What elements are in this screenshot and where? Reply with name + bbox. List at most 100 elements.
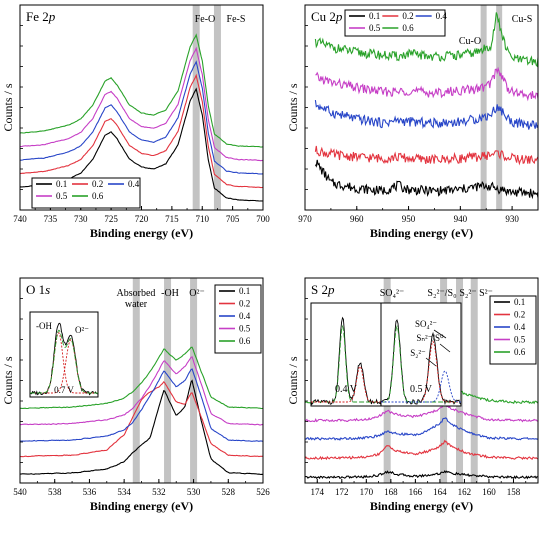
x-axis-label: Binding energy (eV) <box>90 499 193 513</box>
series-line-0.4 <box>304 417 539 441</box>
x-axis-label: Binding energy (eV) <box>370 226 473 240</box>
legend: 0.1 0.2 0.4 0.5 0.6 <box>344 9 447 37</box>
inset-frame <box>380 302 462 407</box>
x-tick-label: 735 <box>44 214 58 224</box>
legend-label-0.2: 0.2 <box>239 299 250 309</box>
panel-fe2p: 740 735 730 725 720 715 710 705 700 Binding energ… <box>1 4 270 240</box>
x-axis-label: Binding energy (eV) <box>370 499 473 513</box>
inset-label-04v: 0.4 V <box>335 384 358 395</box>
band-label-cu-s: Cu-S <box>512 14 533 25</box>
legend-label-0.2: 0.2 <box>514 310 525 320</box>
panel-title-italic: p <box>48 9 56 24</box>
series-line-0.1 <box>304 470 539 480</box>
legend-label-0.5: 0.5 <box>239 324 251 334</box>
x-tick-label: 740 <box>13 214 27 224</box>
band-label-s22-s0: S₂²⁻/S₀ <box>427 288 457 299</box>
x-tick-label: 528 <box>222 487 236 497</box>
band-label-water: water <box>125 299 148 310</box>
series-line-0.2 <box>19 380 264 458</box>
legend-label-0.1: 0.1 <box>56 179 67 189</box>
series-line-0.2 <box>304 439 539 461</box>
series-line-0.4 <box>314 100 539 130</box>
legend: 0.1 0.2 0.4 0.5 0.6 <box>489 295 537 365</box>
inset-o1s: -OH O²⁻ 0.7 V <box>29 311 99 398</box>
inset-s2p-04v: 0.4 V <box>310 302 382 407</box>
panel-title: Fe 2p <box>26 9 56 24</box>
legend-box <box>489 295 537 365</box>
panel-title: O 1s <box>26 282 50 297</box>
legend-label-0.5: 0.5 <box>369 23 381 33</box>
x-tick-label: 940 <box>454 214 468 224</box>
x-tick-label: 715 <box>165 214 179 224</box>
y-axis-label: Counts / s <box>286 83 300 131</box>
shaded-band <box>164 278 172 483</box>
panel-title: Cu 2p <box>311 9 343 24</box>
series-line-0.5 <box>19 46 264 162</box>
panel-title-main: Cu 2 <box>311 9 336 24</box>
panel-s2p: 174 172 170 168 166 164 162 160 158 Binding energ… <box>286 277 539 513</box>
x-tick-label: 168 <box>384 487 398 497</box>
x-tick-label: 162 <box>458 487 472 497</box>
band-label-fe-s: Fe-S <box>227 14 246 25</box>
legend-label-0.1: 0.1 <box>369 11 380 21</box>
band-label-fe-o: Fe-O <box>195 14 216 25</box>
legend-label-0.4: 0.4 <box>514 322 526 332</box>
legend-label-0.6: 0.6 <box>239 336 251 346</box>
shaded-band <box>190 278 198 483</box>
x-tick-label: 532 <box>152 487 166 497</box>
legend-label-0.6: 0.6 <box>92 191 104 201</box>
x-tick-label: 534 <box>117 487 131 497</box>
inset-label-o2: O²⁻ <box>75 325 89 335</box>
series-line-0.1 <box>314 159 539 200</box>
series-line-0.6 <box>314 12 539 68</box>
x-tick-label: 720 <box>135 214 149 224</box>
legend-label-0.5: 0.5 <box>514 335 526 345</box>
x-tick-label: 174 <box>311 487 325 497</box>
inset-curve <box>29 322 99 396</box>
x-tick-label: 725 <box>104 214 118 224</box>
inset-s2p-05v: 0.5 V SO₄²⁻ Sₙ²⁻/S⁰ S₂²⁻ <box>380 302 462 407</box>
inset-pointer <box>425 357 437 367</box>
series-line-0.6 <box>19 346 264 410</box>
legend-label-0.4: 0.4 <box>128 179 140 189</box>
x-tick-label: 930 <box>505 214 519 224</box>
series-line-0.4 <box>19 368 263 442</box>
series-line-0.4 <box>20 60 264 175</box>
x-tick-label: 158 <box>507 487 521 497</box>
panel-title-main: Fe 2 <box>26 9 49 24</box>
x-axis-label: Binding energy (eV) <box>90 226 193 240</box>
inset-label-oh: -OH <box>36 321 52 331</box>
legend-label-0.2: 0.2 <box>402 11 413 21</box>
shaded-band <box>213 5 221 210</box>
series-line-0.5 <box>315 66 539 102</box>
legend-box <box>31 177 141 209</box>
x-tick-label: 172 <box>335 487 349 497</box>
panel-title: S 2p <box>311 282 335 297</box>
x-tick-label: 164 <box>433 487 447 497</box>
panel-title-italic: s <box>45 282 50 297</box>
x-tick-label: 705 <box>226 214 240 224</box>
x-tick-label: 970 <box>298 214 312 224</box>
x-tick-label: 960 <box>350 214 364 224</box>
legend-label-0.5: 0.5 <box>56 191 68 201</box>
panel-cu2p: 970 960 950 940 930 Binding energy (eV) Counts… <box>286 4 539 240</box>
shaded-band <box>470 278 478 483</box>
x-tick-label: 530 <box>187 487 201 497</box>
series-line-0.2 <box>19 73 264 189</box>
inset-curve <box>381 340 461 403</box>
inset-label-05v: 0.5 V <box>410 384 433 395</box>
legend-label-0.6: 0.6 <box>402 23 414 33</box>
inset-label-so4: SO₄²⁻ <box>415 319 437 329</box>
shaded-band <box>192 5 200 210</box>
inset-curve <box>311 365 381 403</box>
y-axis-label: Counts / s <box>286 356 300 404</box>
legend-label-0.1: 0.1 <box>239 286 250 296</box>
x-tick-label: 700 <box>256 214 270 224</box>
x-tick-label: 710 <box>196 214 210 224</box>
inset-label-voltage: 0.7 V <box>54 385 74 395</box>
inset-pointer <box>439 343 451 353</box>
legend-label-0.4: 0.4 <box>239 311 251 321</box>
series-line-0.6 <box>19 33 264 148</box>
x-tick-label: 538 <box>48 487 62 497</box>
legend: 0.1 0.2 0.4 0.5 0.6 <box>214 284 262 354</box>
